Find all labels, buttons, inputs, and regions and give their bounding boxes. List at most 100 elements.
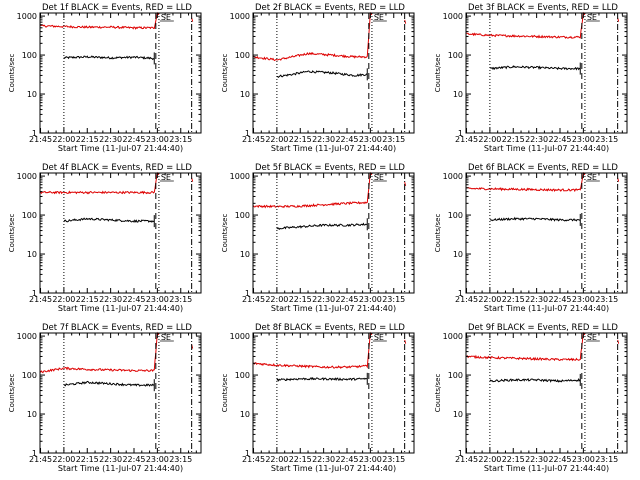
- x-tick-label: 22:00: [478, 295, 501, 304]
- x-tick-label: 22:00: [52, 295, 75, 304]
- x-tick-label: 23:15: [169, 135, 192, 144]
- x-tick-label: 22:15: [289, 455, 312, 464]
- x-tick-label: 22:00: [52, 135, 75, 144]
- x-tick-label: 23:00: [359, 135, 382, 144]
- legend-mark: SE: [587, 173, 597, 182]
- legend-mark: SE: [374, 173, 384, 182]
- y-tick-label: 1: [32, 449, 37, 458]
- y-tick-label: 100: [235, 51, 250, 60]
- x-axis-label: Start Time (11-Jul-07 21:44:40): [58, 304, 183, 313]
- x-tick-label: 22:30: [312, 135, 335, 144]
- y-tick-label: 1: [32, 129, 37, 138]
- y-tick-label: 1: [245, 289, 250, 298]
- y-tick-label: 100: [22, 371, 37, 380]
- x-tick-label: 22:30: [99, 295, 122, 304]
- series-line-events: [63, 217, 155, 223]
- x-tick-label: 23:00: [146, 455, 169, 464]
- y-tick-label: 10: [453, 90, 463, 99]
- x-tick-label: 23:15: [169, 455, 192, 464]
- legend-mark: SE: [161, 333, 171, 342]
- x-tick-label: 22:00: [52, 455, 75, 464]
- chart-title: Det 6f BLACK = Events, RED = LLD: [468, 163, 618, 173]
- y-tick-label: 1000: [17, 12, 37, 21]
- chart-title: Det 5f BLACK = Events, RED = LLD: [255, 163, 405, 173]
- chart-title: Det 7f BLACK = Events, RED = LLD: [42, 323, 192, 333]
- x-tick-label: 22:30: [99, 455, 122, 464]
- x-tick-label: 21:45: [242, 455, 265, 464]
- x-tick-label: 22:45: [335, 135, 358, 144]
- y-tick-label: 10: [240, 90, 250, 99]
- series-line-events: [276, 70, 368, 79]
- x-tick-label: 22:45: [122, 455, 145, 464]
- y-tick-label: 10: [240, 410, 250, 419]
- x-tick-label: 21:45: [455, 455, 478, 464]
- plot-frame: [39, 332, 202, 454]
- x-tick-label: 22:30: [525, 455, 548, 464]
- x-tick-label: 21:45: [29, 455, 52, 464]
- x-tick-label: 22:15: [502, 295, 525, 304]
- series-line-lld: [466, 171, 586, 193]
- series-line-events: [489, 216, 581, 222]
- legend-mark: SE: [374, 333, 384, 342]
- chart-title: Det 9f BLACK = Events, RED = LLD: [468, 323, 618, 333]
- chart-title: Det 3f BLACK = Events, RED = LLD: [468, 3, 618, 13]
- x-tick-label: 23:15: [382, 295, 405, 304]
- y-tick-label: 1000: [17, 332, 37, 341]
- series-line-lld: [466, 11, 586, 39]
- y-tick-label: 1: [245, 129, 250, 138]
- x-axis-label: Start Time (11-Jul-07 21:44:40): [271, 464, 396, 473]
- y-tick-label: 1: [458, 129, 463, 138]
- y-tick-label: 1: [458, 449, 463, 458]
- chart-title: Det 8f BLACK = Events, RED = LLD: [255, 323, 405, 333]
- x-tick-label: 21:45: [29, 295, 52, 304]
- y-axis-label: Counts/sec: [8, 214, 16, 253]
- y-tick-label: 100: [235, 371, 250, 380]
- y-tick-label: 100: [22, 51, 37, 60]
- y-axis-label: Counts/sec: [434, 214, 442, 253]
- plot-frame: [39, 172, 202, 294]
- x-tick-label: 21:45: [242, 295, 265, 304]
- chart-title: Det 4f BLACK = Events, RED = LLD: [42, 163, 192, 173]
- x-axis-label: Start Time (11-Jul-07 21:44:40): [271, 144, 396, 153]
- x-tick-label: 22:45: [122, 135, 145, 144]
- y-tick-label: 1000: [17, 172, 37, 181]
- x-tick-label: 22:15: [502, 455, 525, 464]
- y-tick-label: 1: [32, 289, 37, 298]
- x-tick-label: 22:30: [99, 135, 122, 144]
- plot-frame: [252, 12, 415, 134]
- x-tick-label: 22:00: [478, 135, 501, 144]
- chart-title: Det 2f BLACK = Events, RED = LLD: [255, 3, 405, 13]
- y-tick-label: 100: [448, 371, 463, 380]
- y-tick-label: 100: [448, 211, 463, 220]
- x-tick-label: 23:15: [382, 135, 405, 144]
- x-tick-label: 22:45: [335, 455, 358, 464]
- y-tick-label: 100: [22, 211, 37, 220]
- plot-frame: [39, 12, 202, 134]
- y-axis-label: Counts/sec: [8, 374, 16, 413]
- y-tick-label: 10: [27, 90, 37, 99]
- x-tick-label: 22:15: [289, 295, 312, 304]
- x-axis-label: Start Time (11-Jul-07 21:44:40): [58, 464, 183, 473]
- series-line-lld: [466, 331, 586, 362]
- y-axis-label: Counts/sec: [221, 374, 229, 413]
- plot-frame: [465, 12, 628, 134]
- y-tick-label: 1000: [230, 332, 250, 341]
- y-tick-label: 1000: [230, 12, 250, 21]
- x-tick-label: 22:00: [265, 455, 288, 464]
- plot-frame: [252, 332, 415, 454]
- legend-mark: SE: [161, 13, 171, 22]
- legend-mark: SE: [587, 13, 597, 22]
- plot-frame: [252, 172, 415, 294]
- series-line-events: [63, 380, 155, 387]
- y-tick-label: 1000: [230, 172, 250, 181]
- x-tick-label: 23:00: [572, 455, 595, 464]
- y-axis-label: Counts/sec: [221, 214, 229, 253]
